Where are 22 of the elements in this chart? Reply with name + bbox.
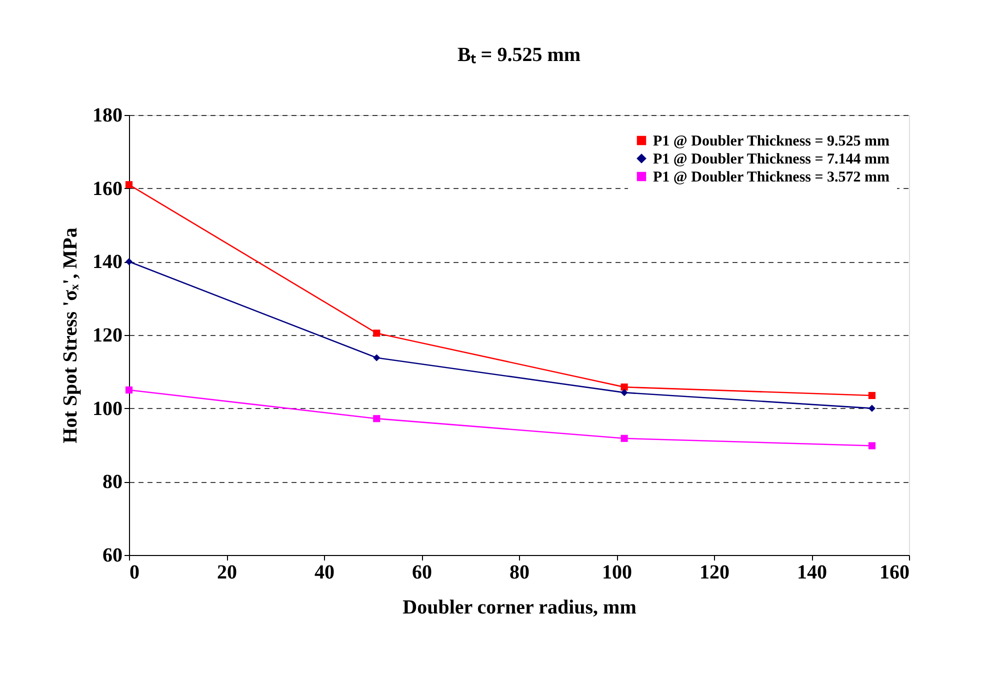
- x-tick-label: 60: [412, 562, 432, 584]
- x-tick-label: 0: [130, 562, 140, 584]
- legend-label: P1 @ Doubler Thickness = 9.525 mm: [653, 134, 890, 150]
- x-axis-title: Doubler corner radius, mm: [402, 596, 637, 618]
- x-tick-label: 80: [510, 562, 530, 584]
- y-tick-label: 180: [92, 104, 122, 126]
- y-tick-label: 140: [92, 251, 122, 274]
- y-tick-label: 60: [102, 544, 122, 566]
- x-tick-label: 100: [602, 562, 632, 584]
- y-tick-label: 160: [92, 178, 122, 200]
- y-axis-title: Hot Spot Stress 'σₓ', MPa: [60, 228, 82, 444]
- chart-title: Bₜ = 9.525 mm: [457, 44, 581, 66]
- legend-label: P1 @ Doubler Thickness = 7.144 mm: [653, 152, 890, 168]
- x-tick-label: 40: [314, 562, 334, 584]
- x-tick-label: 120: [700, 562, 730, 584]
- x-tick-label: 160: [880, 562, 910, 584]
- y-tick-label: 120: [92, 324, 122, 346]
- legend-label: P1 @ Doubler Thickness = 3.572 mm: [653, 170, 890, 186]
- x-tick-label: 140: [797, 562, 827, 584]
- y-tick-label: 100: [92, 398, 122, 420]
- y-tick-label: 80: [102, 471, 122, 494]
- x-tick-label: 20: [217, 562, 237, 584]
